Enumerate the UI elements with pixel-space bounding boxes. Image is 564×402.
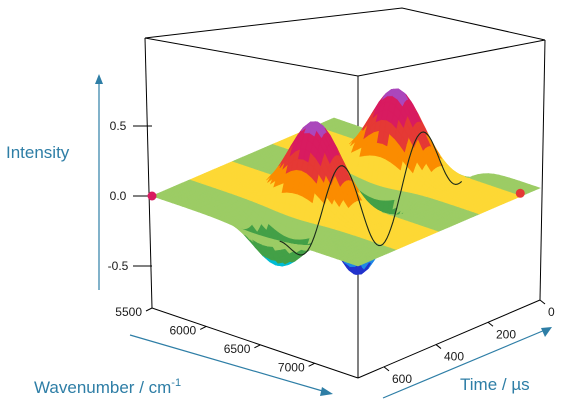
time-tick-label: 400 bbox=[444, 350, 464, 364]
time-tick-mark bbox=[383, 366, 390, 372]
wavenumber-tick-mark bbox=[254, 344, 261, 349]
intensity-tick-label: 0.0 bbox=[110, 189, 127, 203]
box-back-top bbox=[144, 7, 546, 41]
time-axis-arrow bbox=[382, 329, 546, 399]
surface-marker bbox=[147, 191, 157, 201]
wavenumber-axis: 5500 6000 6500 7000 Wavenumber / cm-1 bbox=[34, 305, 333, 397]
intensity-tick-label: 0.5 bbox=[110, 119, 127, 133]
time-tick-label: 200 bbox=[496, 327, 516, 341]
wavenumber-tick-label: 6500 bbox=[224, 342, 251, 356]
surface-marker bbox=[515, 188, 525, 198]
wavenumber-tick-label: 5500 bbox=[115, 305, 142, 319]
time-axis-title: Time / µs bbox=[460, 375, 530, 394]
wavenumber-axis-title: Wavenumber / cm-1 bbox=[34, 377, 181, 397]
box-bottom-left bbox=[151, 307, 359, 379]
wavenumber-tick-mark bbox=[199, 325, 207, 330]
time-axis: 0 200 400 600 Time / µs bbox=[382, 299, 555, 399]
intensity-axis: Intensity 0.5 0.0 -0.5 bbox=[6, 74, 152, 290]
time-tick-label: 0 bbox=[548, 305, 555, 319]
time-tick-mark bbox=[435, 344, 442, 349]
wavenumber-tick-label: 7000 bbox=[278, 360, 305, 374]
box-back-vertical-left bbox=[144, 37, 153, 309]
wavenumber-axis-arrow bbox=[129, 334, 327, 393]
time-tick-label: 600 bbox=[392, 372, 412, 386]
surface bbox=[151, 88, 541, 275]
box-back-vertical-right bbox=[539, 39, 546, 301]
box-bottom-right bbox=[357, 299, 541, 379]
wavenumber-tick-mark bbox=[308, 362, 315, 367]
wavenumber-axis-superscript: -1 bbox=[171, 377, 181, 389]
wavenumber-axis-arrowhead bbox=[320, 387, 333, 396]
wavenumber-tick-mark bbox=[145, 307, 153, 312]
box-front-top-right bbox=[357, 39, 546, 77]
time-tick-mark bbox=[487, 321, 494, 327]
intensity-axis-arrowhead bbox=[95, 74, 103, 84]
box-front-top-left bbox=[144, 37, 359, 77]
time-tick-mark bbox=[539, 299, 546, 305]
wavenumber-tick-label: 6000 bbox=[170, 323, 197, 337]
surface-cut-line bbox=[279, 131, 463, 256]
intensity-axis-title: Intensity bbox=[6, 143, 70, 162]
time-axis-arrowhead bbox=[541, 327, 552, 337]
intensity-tick-label: -0.5 bbox=[108, 259, 129, 273]
surface-facet bbox=[531, 185, 541, 190]
